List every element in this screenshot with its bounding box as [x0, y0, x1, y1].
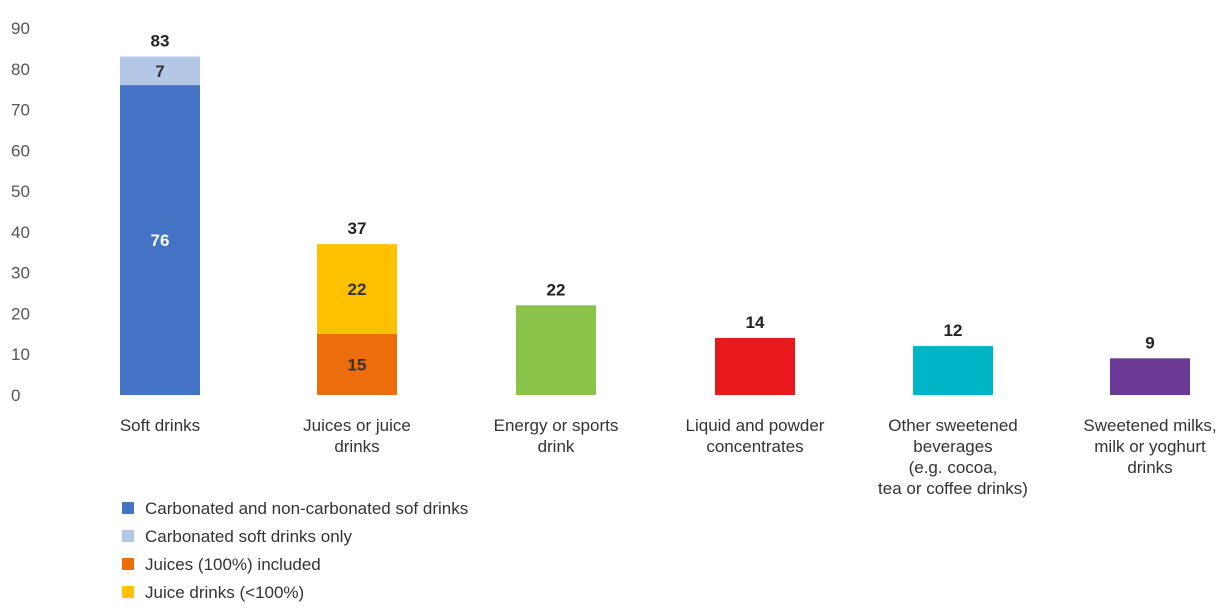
legend-label: Carbonated soft drinks only — [145, 527, 352, 546]
bar-segment — [715, 337, 795, 395]
bar-segment — [317, 333, 397, 395]
segment-value-label: 15 — [348, 355, 367, 374]
y-tick-label: 50 — [11, 182, 30, 201]
x-category-label: Liquid and powder — [686, 416, 825, 435]
segment-value-label: 7 — [155, 62, 164, 81]
x-category-label: tea or coffee drinks) — [878, 479, 1028, 498]
bar-segment — [1110, 358, 1190, 395]
legend-swatch — [122, 502, 134, 514]
y-tick-label: 90 — [11, 19, 30, 38]
x-category-label: Sweetened milks, — [1083, 416, 1216, 435]
bar-total-label: 14 — [746, 313, 765, 332]
legend-swatch — [122, 558, 134, 570]
legend-swatch — [122, 530, 134, 542]
x-category-label: Other sweetened — [888, 416, 1017, 435]
legend-swatch — [122, 586, 134, 598]
x-category-label: drink — [538, 437, 575, 456]
legend-label: Carbonated and non-carbonated sof drinks — [145, 499, 468, 518]
bar-segment — [120, 85, 200, 395]
legend-label: Juice drinks (<100%) — [145, 583, 304, 602]
x-category-label: milk or yoghurt — [1094, 437, 1206, 456]
x-category-label: Energy or sports — [494, 416, 619, 435]
y-tick-label: 70 — [11, 101, 30, 120]
y-tick-label: 30 — [11, 264, 30, 283]
x-category-label: beverages — [913, 437, 992, 456]
segment-value-label: 76 — [151, 231, 170, 250]
bar-total-label: 9 — [1145, 333, 1154, 352]
bar-segment — [913, 346, 993, 395]
x-axis: Soft drinks Juices or juice drinks Energy o… — [120, 416, 1217, 498]
y-tick-label: 60 — [11, 141, 30, 160]
bar-total-label: 83 — [151, 32, 170, 51]
legend-label: Juices (100%) included — [145, 555, 321, 574]
bar-total-label: 22 — [547, 280, 566, 299]
legend: Carbonated and non-carbonated sof drinks… — [122, 499, 468, 602]
y-tick-label: 80 — [11, 60, 30, 79]
bars: 76 7 83 15 22 37 22 14 12 9 — [120, 32, 1190, 395]
bar-segment — [317, 244, 397, 334]
x-category-label: drinks — [1127, 458, 1172, 477]
y-tick-label: 40 — [11, 223, 30, 242]
y-axis: 0 10 20 30 40 50 60 70 80 90 — [11, 19, 30, 405]
segment-value-label: 22 — [348, 280, 367, 299]
x-category-label: concentrates — [706, 437, 803, 456]
bar-segment — [120, 56, 200, 86]
y-tick-label: 0 — [11, 386, 20, 405]
y-tick-label: 20 — [11, 304, 30, 323]
y-tick-label: 10 — [11, 345, 30, 364]
x-category-label: Soft drinks — [120, 416, 200, 435]
x-category-label: (e.g. cocoa, — [909, 458, 998, 477]
x-category-label: Juices or juice — [303, 416, 411, 435]
bar-total-label: 12 — [944, 321, 963, 340]
bar-segment — [516, 305, 596, 395]
bar-total-label: 37 — [348, 219, 367, 238]
x-category-label: drinks — [334, 437, 379, 456]
